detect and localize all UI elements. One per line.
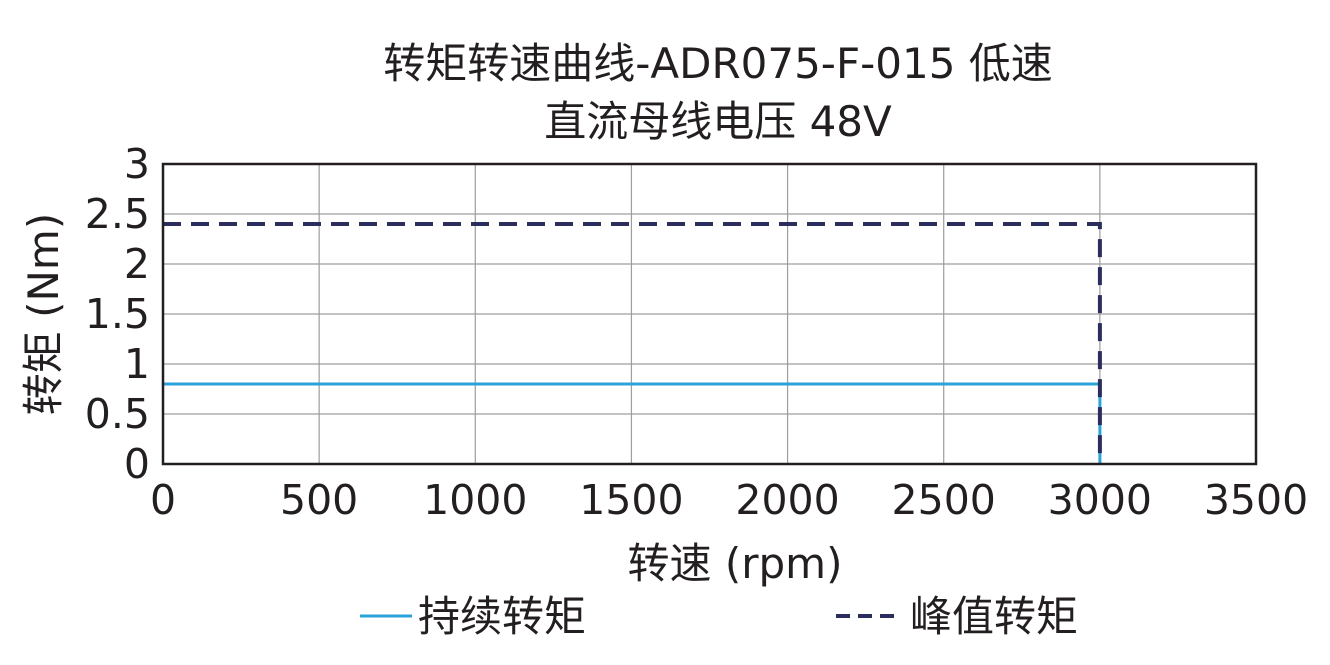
y-tick-label: 1	[124, 340, 150, 388]
series-line-peak-torque	[163, 222, 1102, 464]
legend: 持续转矩 峰值转矩	[360, 592, 1078, 641]
chart-title: 转矩转速曲线-ADR075-F-015 低速	[383, 39, 1053, 88]
x-axis-label: 转速 (rpm)	[628, 539, 843, 588]
y-tick-label: 0.5	[85, 390, 150, 438]
y-tick-label: 2	[124, 240, 150, 288]
y-tick-label: 0	[124, 440, 150, 488]
grid-lines	[162, 163, 1257, 465]
tick-labels: 0 500 1000 1500 2000 2500 3000 3500 00.511.522.5…	[85, 140, 1308, 524]
y-tick-label: 1.5	[85, 290, 150, 338]
legend-label: 持续转矩	[418, 592, 586, 641]
y-tick-label: 3	[124, 140, 150, 188]
plot-area-frame	[161, 162, 1258, 466]
x-tick-label: 500	[280, 476, 358, 524]
y-tick-label: 2.5	[85, 190, 150, 238]
x-tick-label: 2500	[892, 476, 996, 524]
x-tick-label: 3500	[1204, 476, 1308, 524]
x-tick-label: 1000	[423, 476, 527, 524]
y-axis-label: 转矩 (Nm)	[19, 213, 68, 415]
chart-subtitle: 直流母线电压 48V	[544, 97, 892, 146]
legend-label: 峰值转矩	[910, 592, 1078, 641]
x-tick-label: 3000	[1048, 476, 1152, 524]
x-tick-label: 2000	[735, 476, 839, 524]
x-tick-label: 0	[150, 476, 176, 524]
series-layer	[163, 222, 1102, 464]
x-tick-label: 1500	[579, 476, 683, 524]
